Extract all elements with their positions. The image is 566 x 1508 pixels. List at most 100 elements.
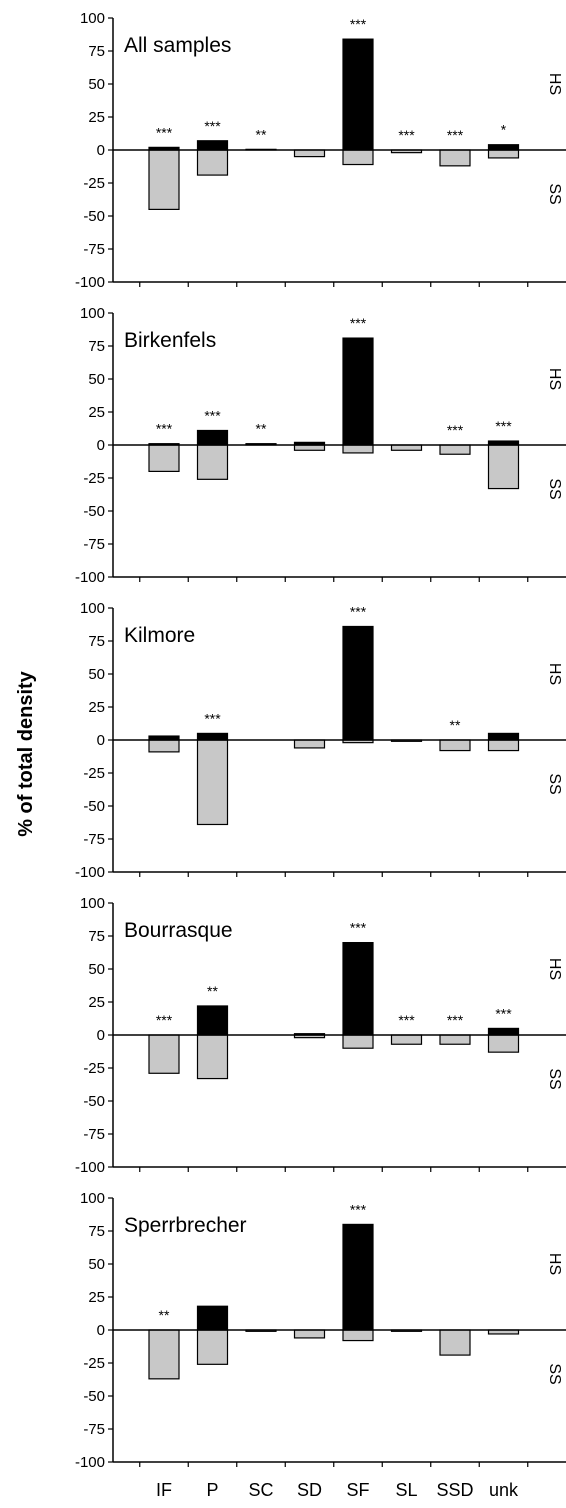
x-tick-label-SC: SC: [248, 1480, 273, 1500]
bar-ss-P: [196, 739, 229, 826]
significance-label: ***: [156, 1012, 173, 1028]
bar-ss-unk: [487, 149, 520, 159]
significance-label: ***: [447, 127, 464, 143]
y-tick-label: -50: [83, 798, 105, 815]
y-tick-label: -100: [75, 569, 105, 586]
y-tick-label: 0: [97, 1322, 105, 1339]
bar-ss-SL: [390, 444, 423, 451]
ss-side-label: SS: [546, 1363, 563, 1384]
y-tick-label: -25: [83, 1060, 105, 1077]
significance-label: ***: [204, 407, 221, 423]
y-tick-label: -100: [75, 864, 105, 881]
panel-title: All samples: [124, 34, 231, 57]
hs-side-label: HS: [546, 663, 563, 685]
significance-label: **: [450, 717, 461, 733]
bar-ss-IF: [148, 739, 180, 753]
panel-title: Sperrbrecher: [124, 1214, 247, 1237]
significance-label: ***: [495, 1005, 512, 1021]
bar-ss-SF: [342, 444, 374, 454]
panel-title: Birkenfels: [124, 329, 216, 352]
hs-side-label: HS: [546, 1253, 563, 1275]
y-tick-label: -75: [83, 831, 105, 848]
significance-label: ***: [350, 16, 367, 32]
y-tick-label: -75: [83, 1126, 105, 1143]
bar-hs-P: [196, 429, 229, 446]
bar-hs-SF: [342, 625, 374, 741]
y-tick-label: 100: [80, 305, 105, 322]
bar-hs-SF: [342, 337, 374, 446]
bar-hs-P: [196, 732, 229, 741]
y-tick-label: -75: [83, 241, 105, 258]
y-tick-label: -50: [83, 1388, 105, 1405]
y-tick-label: -100: [75, 274, 105, 291]
bar-ss-unk: [487, 444, 520, 490]
y-tick-label: 25: [88, 109, 105, 126]
ss-side-label: SS: [546, 183, 563, 204]
bar-ss-SSD: [439, 1034, 471, 1045]
panel-title: Kilmore: [124, 624, 195, 647]
significance-label: *: [501, 122, 507, 138]
y-tick-label: 75: [88, 43, 105, 60]
significance-label: ***: [495, 418, 512, 434]
panel-3: 1007550250-25-50-75-100********KilmoreHS…: [75, 600, 566, 881]
y-tick-label: -25: [83, 175, 105, 192]
bar-ss-SL: [390, 1034, 423, 1045]
significance-label: ***: [398, 1012, 415, 1028]
bar-ss-IF: [148, 1034, 180, 1074]
significance-label: **: [256, 126, 267, 142]
panel-title: Bourrasque: [124, 919, 233, 942]
bar-hs-unk: [487, 1027, 520, 1036]
y-tick-label: -25: [83, 765, 105, 782]
bar-ss-SD: [293, 149, 326, 158]
y-tick-label: -100: [75, 1454, 105, 1471]
significance-label: ***: [350, 920, 367, 936]
y-tick-label: -100: [75, 1159, 105, 1176]
significance-label: ***: [204, 710, 221, 726]
y-tick-label: -50: [83, 503, 105, 520]
y-tick-label: 25: [88, 1289, 105, 1306]
bar-ss-SD: [293, 444, 326, 451]
bar-ss-unk: [487, 1034, 520, 1053]
y-tick-label: 0: [97, 1027, 105, 1044]
ss-side-label: SS: [546, 478, 563, 499]
x-tick-label-SD: SD: [297, 1480, 322, 1500]
x-tick-label-SL: SL: [395, 1480, 417, 1500]
y-tick-label: 75: [88, 1223, 105, 1240]
bar-ss-SD: [293, 1329, 326, 1339]
y-tick-label: 50: [88, 666, 105, 683]
y-tick-label: 50: [88, 76, 105, 93]
bar-hs-P: [196, 140, 229, 151]
y-tick-label: 75: [88, 338, 105, 355]
ss-side-label: SS: [546, 1068, 563, 1089]
significance-label: **: [159, 1307, 170, 1323]
y-tick-label: 0: [97, 732, 105, 749]
bar-ss-SSD: [439, 739, 471, 752]
significance-label: **: [256, 421, 267, 437]
bar-ss-SD: [293, 739, 326, 749]
x-tick-label-P: P: [206, 1480, 218, 1500]
x-axis-categories: IF P SC SD SF SL SSD unk: [156, 1480, 519, 1500]
bar-ss-SF: [342, 1329, 374, 1342]
significance-label: ***: [398, 127, 415, 143]
y-axis-label: % of total density: [15, 670, 37, 836]
y-tick-label: -25: [83, 470, 105, 487]
bar-hs-SF: [342, 941, 374, 1036]
bar-ss-SSD: [439, 1329, 471, 1356]
y-tick-label: 0: [97, 437, 105, 454]
x-tick-label-SF: SF: [346, 1480, 369, 1500]
bar-ss-P: [196, 1034, 229, 1080]
y-tick-label: 0: [97, 142, 105, 159]
hs-side-label: HS: [546, 73, 563, 95]
bar-ss-SSD: [439, 149, 471, 167]
y-tick-label: 25: [88, 699, 105, 716]
hs-side-label: HS: [546, 958, 563, 980]
y-tick-label: 75: [88, 928, 105, 945]
bar-ss-IF: [148, 444, 180, 472]
hs-side-label: HS: [546, 368, 563, 390]
y-tick-label: 75: [88, 633, 105, 650]
y-tick-label: -50: [83, 1093, 105, 1110]
significance-label: ***: [447, 1012, 464, 1028]
y-tick-label: -75: [83, 1421, 105, 1438]
